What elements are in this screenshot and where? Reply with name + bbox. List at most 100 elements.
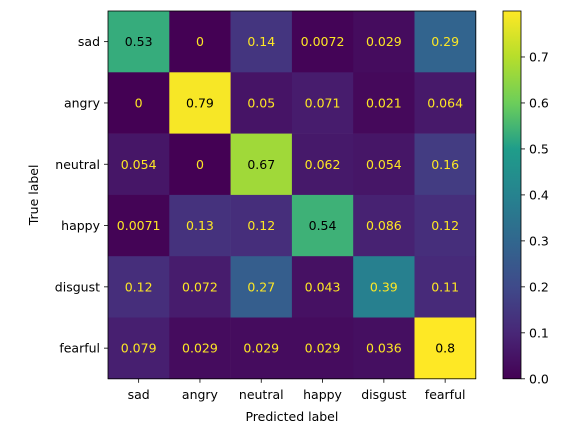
heatmap-cell (353, 194, 415, 257)
y-tick-label: sad (78, 34, 100, 49)
heatmap-cell (353, 72, 415, 134)
cell-value-label: 0.16 (431, 157, 459, 172)
heatmap-cell (414, 194, 477, 257)
cell-value-label: 0.27 (247, 279, 275, 294)
cell-value-label: 0.0072 (301, 34, 345, 49)
heatmap-cell (230, 72, 293, 134)
x-axis-ticks: sad angry neutral happy disgust fearful (128, 378, 466, 402)
cell-value-label: 0.05 (247, 95, 275, 110)
heatmap-cell (108, 133, 170, 196)
cell-value-label: 0.53 (125, 34, 153, 49)
cell-value-label: 0.79 (186, 95, 214, 110)
heatmap-cell (353, 11, 415, 73)
heatmap-cell (169, 133, 231, 196)
heatmap-cell-labels: 0.53 0 0.14 0.0072 0.029 0.29 0 0.79 0.05 0.071 0.… (117, 34, 463, 356)
colorbar-tick-label: 0.1 (529, 325, 549, 340)
cell-value-label: 0.036 (366, 341, 402, 356)
heatmap-cell (108, 317, 170, 380)
cell-value-label: 0.054 (366, 157, 402, 172)
cell-value-label: 0.029 (182, 341, 218, 356)
y-tick-label: angry (64, 95, 101, 110)
heatmap-cell (230, 317, 293, 380)
colorbar-ticks: 0.0 0.1 0.2 0.3 0.4 0.5 0.6 0.7 (521, 49, 549, 386)
colorbar-tick-label: 0.6 (529, 95, 549, 110)
cell-value-label: 0.12 (431, 218, 459, 233)
cell-value-label: 0.14 (247, 34, 275, 49)
cell-value-label: 0.021 (366, 95, 402, 110)
cell-value-label: 0 (196, 34, 204, 49)
cell-value-label: 0.071 (305, 95, 341, 110)
cell-value-label: 0.12 (125, 279, 153, 294)
heatmap-cell (291, 256, 354, 318)
cell-value-label: 0.043 (305, 279, 341, 294)
x-tick-label: fearful (425, 387, 466, 402)
heatmap-cell (291, 72, 354, 134)
colorbar-tick-label: 0.2 (529, 279, 549, 294)
cell-value-label: 0.12 (247, 218, 275, 233)
cell-value-label: 0 (135, 95, 143, 110)
cell-value-label: 0.029 (243, 341, 279, 356)
heatmap-cell (291, 11, 354, 73)
heatmap-cell (169, 11, 231, 73)
y-axis-label: True label (26, 165, 41, 227)
heatmap-cell (414, 72, 477, 134)
cell-value-label: 0.086 (366, 218, 402, 233)
cell-value-label: 0.54 (309, 218, 337, 233)
heatmap-cell (353, 133, 415, 196)
x-tick-label: angry (182, 387, 219, 402)
y-tick-label: happy (61, 218, 100, 233)
heatmap-cell (291, 133, 354, 196)
x-tick-label: happy (303, 387, 342, 402)
colorbar-tick-label: 0.0 (529, 371, 549, 386)
plot-frame (107, 10, 477, 380)
heatmap-cell (108, 194, 170, 257)
heatmap-cell (169, 72, 231, 134)
cell-value-label: 0.29 (431, 34, 459, 49)
cell-value-label: 0.39 (370, 279, 398, 294)
cell-value-label: 0.064 (427, 95, 463, 110)
heatmap-cell (414, 256, 477, 318)
heatmap-cell (291, 194, 354, 257)
y-axis-ticks: sad angry neutral happy disgust fearful (55, 34, 108, 356)
colorbar (503, 11, 521, 379)
cell-value-label: 0.8 (435, 341, 455, 356)
x-tick-label: neutral (239, 387, 284, 402)
cell-value-label: 0.029 (305, 341, 341, 356)
cell-value-label: 0.67 (247, 157, 275, 172)
heatmap-cell (169, 256, 231, 318)
cell-value-label: 0.11 (431, 279, 459, 294)
heatmap-cell (230, 11, 293, 73)
x-axis-label: Predicted label (245, 409, 338, 424)
cell-value-label: 0 (196, 157, 204, 172)
colorbar-tick-label: 0.5 (529, 141, 549, 156)
heatmap-cell (169, 317, 231, 380)
y-tick-label: fearful (59, 341, 100, 356)
heatmap-cell (230, 194, 293, 257)
x-tick-label: disgust (361, 387, 406, 402)
heatmap-cell (108, 256, 170, 318)
y-tick-label: disgust (55, 279, 100, 294)
colorbar-tick-label: 0.4 (529, 187, 549, 202)
heatmap-cell (108, 72, 170, 134)
heatmap-cell (414, 317, 477, 380)
heatmap-cell (414, 133, 477, 196)
y-tick-label: neutral (55, 157, 100, 172)
heatmap-cell (353, 256, 415, 318)
cell-value-label: 0.072 (182, 279, 218, 294)
cell-value-label: 0.062 (305, 157, 341, 172)
cell-value-label: 0.029 (366, 34, 402, 49)
cell-value-label: 0.054 (121, 157, 157, 172)
colorbar-tick-label: 0.3 (529, 233, 549, 248)
heatmap-cell (169, 194, 231, 257)
cell-value-label: 0.13 (186, 218, 214, 233)
heatmap-cell (108, 11, 170, 73)
heatmap-cells (108, 11, 477, 380)
heatmap-cell (230, 256, 293, 318)
cell-value-label: 0.079 (121, 341, 157, 356)
colorbar-tick-label: 0.7 (529, 49, 549, 64)
heatmap-cell (353, 317, 415, 380)
heatmap-cell (414, 11, 477, 73)
heatmap-cell (230, 133, 293, 196)
x-tick-label: sad (128, 387, 150, 402)
